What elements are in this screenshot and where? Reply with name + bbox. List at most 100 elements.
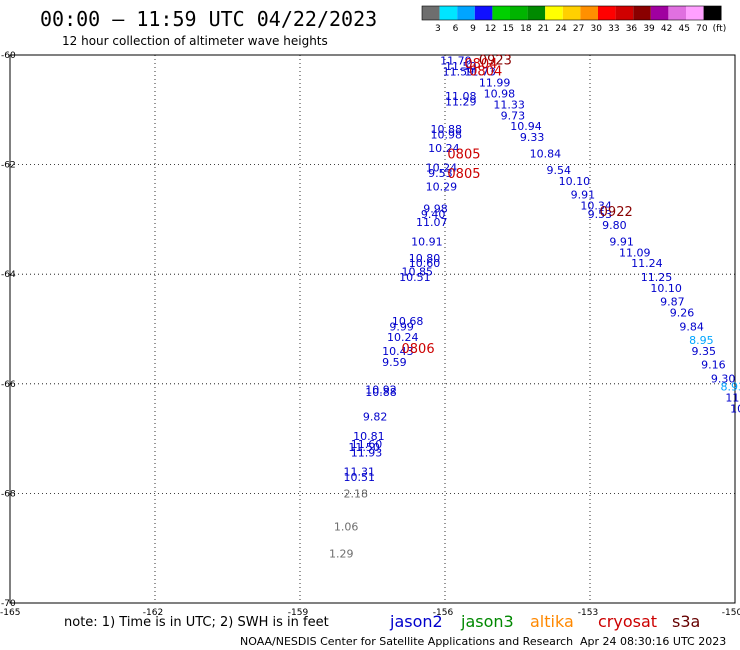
wave-height-value: 8.95 [689,334,714,347]
pass-time-label: 0805 [447,148,480,163]
pass-time-label: 0804 [469,64,502,79]
wave-height-value: 11.29 [445,96,477,109]
colorbar-swatch [633,6,651,20]
wave-height-value: 11.50 [445,60,477,73]
x-tick-label: -156 [433,608,454,618]
wave-height-value: 9.16 [701,359,726,372]
colorbar-swatch [457,6,475,20]
wave-height-value: 11.08 [445,90,477,103]
x-tick-label: -150 [722,608,740,618]
chart-subtitle: 12 hour collection of altimeter wave hei… [62,34,328,48]
wave-height-value: 9.82 [363,411,388,424]
grid [10,55,735,603]
colorbar-swatch [703,6,722,20]
colorbar-swatch [580,6,598,20]
wave-height-value: 2.18 [344,487,369,500]
pass-time-label: 0923 [479,53,512,68]
wave-height-value: 11.31 [344,465,376,478]
wave-height-value: 10.88 [431,123,463,136]
wave-height-value: 10.51 [344,471,376,484]
satellite-legend-cryosat: cryosat [598,612,657,631]
satellite-legend-jason2: jason2 [389,612,443,631]
colorbar-swatch [668,6,686,20]
wave-height-value: 10.34 [580,200,612,213]
y-tick-label: -64 [1,270,16,280]
pass-time-label: 0805 [447,167,480,182]
wave-height-value: 8.93 [721,381,740,394]
wave-height-value: 1.29 [329,548,354,561]
satellite-legend-jason3: jason3 [460,612,514,631]
wave-height-value: 9.54 [547,164,572,177]
wave-height-value: 11.25 [641,271,673,284]
colorbar-swatch [510,6,528,20]
wave-height-value: 10.91 [411,235,443,248]
colorbar-swatch [474,6,493,20]
wave-height-value: 10.80 [409,252,441,265]
wave-height-value: 9.91 [609,235,634,248]
wave-height-value: 9.59 [382,356,407,369]
footer-credit: NOAA/NESDIS Center for Satellite Applica… [240,635,573,648]
colorbar-label: 9 [470,24,476,34]
colorbar-label: 42 [661,24,672,34]
satellite-legend-altika: altika [530,612,574,631]
colorbar-label: 27 [573,24,584,34]
wave-height-value: 11.02 [725,392,740,405]
wave-height-value: 11.99 [479,76,511,89]
wave-height-value: 9.80 [602,219,627,232]
colorbar-label: 30 [591,24,603,34]
pass-time-label: 0806 [402,342,435,357]
wave-height-value: 9.87 [660,296,685,309]
wave-height-value: 10.98 [431,128,463,141]
colorbar-label: 18 [520,24,532,34]
wave-height-value: 10.24 [428,142,460,155]
wave-height-value: 10. [730,402,740,415]
colorbar-label: (ft) [713,24,727,34]
x-tick-label: -162 [143,608,163,618]
wave-height-value: 10.81 [353,430,385,443]
colorbar-label: 24 [555,24,567,34]
wave-height-value: 10.24 [387,331,419,344]
colorbar-label: 3 [435,24,441,34]
wave-height-value: 11.59 [443,65,475,78]
pass-time-label: 0922 [600,205,633,220]
wave-height-value: 11.73 [464,65,496,78]
wave-height-value: 9.35 [692,345,717,358]
wave-height-value: 10.10 [650,282,682,295]
wave-height-value: 11.24 [631,257,663,270]
wave-height-value: 9.40 [421,208,446,221]
colorbar-swatch [562,6,581,20]
colorbar-label: 70 [696,24,708,34]
y-tick-label: -62 [1,161,16,171]
wave-height-value: 10.92 [365,383,397,396]
colorbar-label: 15 [503,24,514,34]
colorbar-swatch [598,6,616,20]
wave-height-value: 9.33 [520,131,545,144]
wave-height-value: 9.53 [428,167,453,180]
satellite-legend-s3a: s3a [672,612,700,631]
footer-timestamp: Apr 24 08:30:16 UTC 2023 [580,635,726,648]
wave-height-value: 11.60 [351,438,383,451]
x-tick-label: -165 [0,608,20,618]
chart-title: 00:00 – 11:59 UTC 04/22/2023 [40,7,377,31]
wave-height-value: 11.07 [416,216,448,229]
colorbar-swatch [650,6,669,20]
axes: -165 -162 -159 -156 -153 -150 -60 -62 -64 -66 -68 -… [0,51,740,618]
wave-height-value: 10.51 [399,271,431,284]
pass-time-label: 0804 [464,57,497,72]
y-tick-label: -66 [1,380,16,390]
colorbar-swatch [422,6,440,20]
colorbar-label: 36 [626,24,638,34]
wave-height-value: 11.93 [351,446,383,459]
wave-height-value: 10.94 [510,120,542,133]
color-scale-legend: 3 6 9 12 15 18 21 24 27 30 33 36 39 42 45 70 (ft) [421,5,727,34]
footer-note: note: 1) Time is in UTC; 2) SWH is in fe… [64,615,329,630]
colorbar-label: 45 [679,24,690,34]
wave-height-value: 11.79 [440,54,472,67]
wave-height-value: 9.30 [711,372,736,385]
colorbar-border [421,5,722,21]
x-tick-label: -153 [578,608,598,618]
colorbar-swatch [545,6,563,20]
